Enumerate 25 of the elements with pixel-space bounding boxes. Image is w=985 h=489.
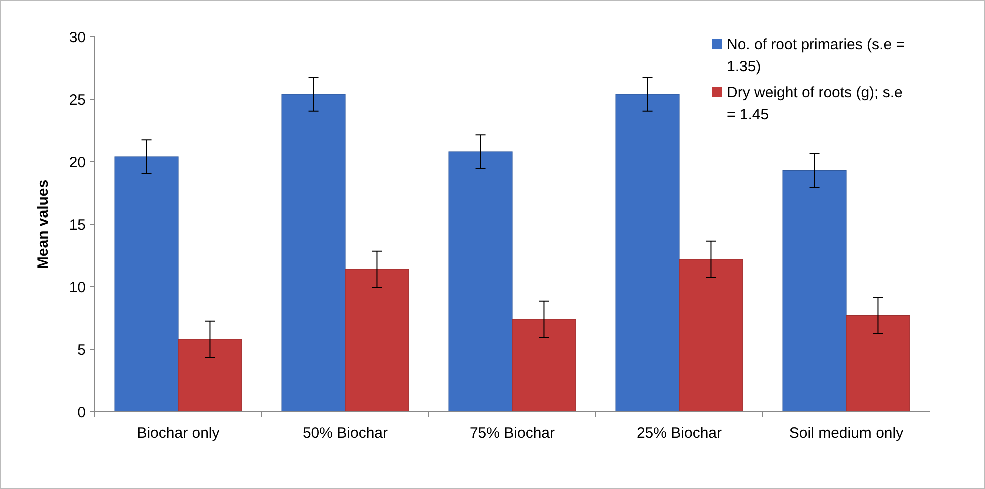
bar <box>512 319 576 412</box>
bar <box>782 170 847 412</box>
y-tick-label: 5 <box>78 342 86 359</box>
bar <box>448 152 513 412</box>
y-tick-label: 15 <box>69 216 86 234</box>
y-tick-label: 25 <box>69 92 86 109</box>
x-tick-label: 25% Biochar <box>636 425 722 442</box>
y-tick-label: 10 <box>69 279 86 296</box>
y-axis-title: Mean values <box>35 180 52 270</box>
x-tick-label: Soil medium only <box>789 425 904 442</box>
bar <box>282 94 346 412</box>
bar <box>345 269 410 412</box>
bar <box>846 315 910 412</box>
legend-label: Dry weight of roots (g); s.e = 1.45 <box>727 84 903 124</box>
y-tick-label: 20 <box>69 154 86 172</box>
x-tick-label: 75% Biochar <box>470 425 556 442</box>
bar <box>178 339 242 412</box>
y-tick-label: 30 <box>69 29 86 46</box>
bar <box>616 94 680 412</box>
bar <box>114 156 179 412</box>
legend-label: No. of root primaries (s.e = 1.35) <box>727 36 906 76</box>
x-tick-label: 50% Biochar <box>302 425 388 442</box>
bar <box>679 259 744 412</box>
x-tick-label: Biochar only <box>137 425 220 442</box>
y-tick-label: 0 <box>78 404 86 422</box>
